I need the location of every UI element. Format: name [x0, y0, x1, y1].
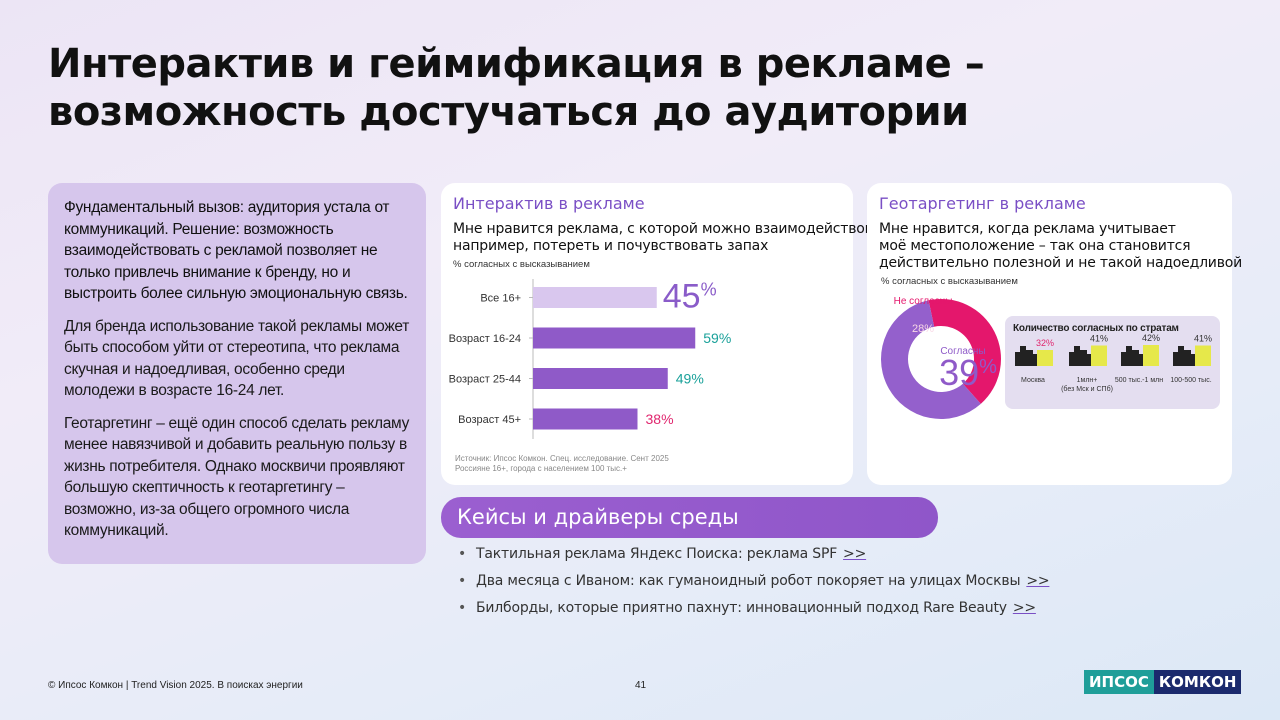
cases-header-label: Кейсы и драйверы среды: [457, 505, 739, 529]
case-link[interactable]: >>: [1026, 573, 1050, 589]
source-note: Источник: Ипсос Комкон. Спец. исследован…: [455, 454, 669, 474]
percent-sign: %: [979, 356, 997, 378]
source-line-2: Россияне 16+, города с населением 100 ты…: [455, 464, 627, 473]
strata-category: Москва: [1021, 377, 1045, 384]
data-label: 49%: [676, 371, 704, 387]
question-line-2: моё местоположение – так она становится: [879, 238, 1191, 254]
page-number: 41: [635, 680, 647, 691]
footer-copyright: © Ипсос Комкон | Trend Vision 2025. В по…: [48, 680, 303, 691]
summary-panel: Фундаментальный вызов: аудитория устала …: [48, 183, 426, 564]
card-title: Геотаргетинг в рекламе: [879, 194, 1086, 213]
city-icon: [1086, 354, 1091, 366]
city-icon: [1032, 354, 1037, 366]
slice-name-disagree: Не согласны: [894, 296, 953, 307]
percent-sign: %: [701, 280, 717, 300]
question-line-1: Мне нравится реклама, с которой можно вз…: [453, 221, 902, 237]
logo-part-1: ИПСОС: [1084, 670, 1154, 694]
page-title: Интерактив и геймификация в рекламе – во…: [48, 40, 1148, 136]
strata-category: (без Мск и СПб): [1061, 385, 1113, 393]
list-item: • Тактильная реклама Яндекс Поиска: рекл…: [458, 545, 1049, 572]
strata-bar: [1195, 345, 1211, 366]
slice-label-disagree: 28%: [912, 323, 934, 335]
data-label: 45%: [663, 279, 717, 316]
strata-title: Количество согласных по стратам: [1013, 323, 1179, 334]
strata-panel: Количество согласных по стратам 32% Москв…: [1005, 316, 1220, 409]
summary-paragraph-3: Геотаргетинг – ещё один способ сделать р…: [64, 414, 410, 540]
city-icon: [1184, 350, 1191, 366]
strata-bar: [1091, 345, 1107, 366]
city-icon: [1138, 354, 1143, 366]
strata-label: 41%: [1090, 334, 1108, 344]
case-text: Тактильная реклама Яндекс Поиска: реклам…: [476, 546, 838, 562]
strata-label: 41%: [1194, 334, 1212, 344]
age-bar-chart: Все 16+ 45% Возраст 16-24 59% Возраст 25-44 4…: [449, 279, 731, 439]
geotargeting-card: Геотаргетинг в рекламе Мне нравится, ког…: [867, 183, 1242, 485]
logo-part-2: КОМКОН: [1153, 670, 1242, 694]
category-label: Возраст 25-44: [449, 374, 521, 386]
strata-label: 42%: [1142, 334, 1160, 343]
strata-chart: 32% Москва 41% 1млн+(без Мск и СПб) 42% 500 т…: [1015, 334, 1212, 393]
strata-category: 1млн+: [1077, 377, 1098, 384]
interactive-ads-card: Интерактив в рекламе Мне нравится реклам…: [441, 183, 902, 485]
city-icon: [1126, 346, 1132, 366]
list-item: • Два месяца с Иваном: как гуманоидный р…: [458, 572, 1050, 599]
category-label: Возраст 16-24: [449, 333, 521, 345]
bar: [533, 408, 638, 430]
bullet-icon: •: [458, 546, 467, 562]
cases-header: Кейсы и драйверы среды: [441, 497, 938, 538]
question-line-2: например, потереть и почувствовать запах: [453, 238, 769, 254]
category-label: Возраст 45+: [458, 414, 521, 426]
city-icon: [1026, 350, 1033, 366]
card-question: Мне нравится, когда реклама учитывает мо…: [879, 221, 1242, 272]
summary-paragraph-2: Для бренда использование такой рекламы м…: [64, 317, 409, 400]
bar: [533, 327, 696, 349]
strata-bar: [1037, 350, 1053, 366]
card-question: Мне нравится реклама, с которой можно вз…: [453, 221, 902, 255]
title-line-1: Интерактив и геймификация в рекламе –: [48, 41, 985, 87]
card-title: Интерактив в рекламе: [453, 194, 645, 213]
slice-disagree: [928, 299, 1001, 404]
city-icon: [1190, 354, 1195, 366]
category-label: Все 16+: [480, 293, 521, 305]
summary-lead: Фундаментальный вызов: аудитория устала …: [64, 199, 408, 302]
bar: [533, 287, 657, 308]
bullet-icon: •: [458, 573, 467, 589]
data-label: 38%: [646, 411, 674, 427]
strata-category: 100-500 тыс.: [1170, 377, 1211, 384]
card-subtitle: % согласных с высказыванием: [881, 276, 1018, 287]
slice-agree: [881, 300, 981, 419]
question-line-1: Мне нравится, когда реклама учитывает: [879, 221, 1176, 237]
city-icon: [1080, 350, 1087, 366]
city-icon: [1074, 346, 1080, 366]
strata-category: 500 тыс.-1 млн: [1115, 377, 1163, 384]
case-text: Билборды, которые приятно пахнут: иннова…: [476, 600, 1007, 616]
source-line-1: Источник: Ипсос Комкон. Спец. исследован…: [455, 454, 669, 463]
case-text: Два месяца с Иваном: как гуманоидный роб…: [476, 573, 1021, 589]
bar: [533, 368, 668, 389]
city-icon: [1178, 346, 1184, 366]
case-link[interactable]: >>: [843, 546, 867, 562]
cases-list: • Тактильная реклама Яндекс Поиска: рекл…: [458, 545, 1050, 626]
slice-name-agree: Согласны: [940, 346, 985, 357]
card-subtitle: % согласных с высказыванием: [453, 259, 590, 270]
question-line-3: действительно полезной и не такой надоед…: [879, 255, 1243, 271]
case-link[interactable]: >>: [1012, 600, 1036, 616]
data-label: 59%: [703, 330, 731, 346]
city-icon: [1132, 350, 1139, 366]
list-item: • Билборды, которые приятно пахнут: инно…: [458, 599, 1049, 626]
bullet-icon: •: [458, 600, 467, 616]
city-icon: [1020, 346, 1026, 366]
strata-label: 32%: [1036, 338, 1054, 348]
title-line-2: возможность достучаться до аудитории: [48, 89, 969, 135]
company-logo: ИПСОС КОМКОН: [1084, 670, 1242, 694]
strata-bar: [1143, 345, 1159, 366]
